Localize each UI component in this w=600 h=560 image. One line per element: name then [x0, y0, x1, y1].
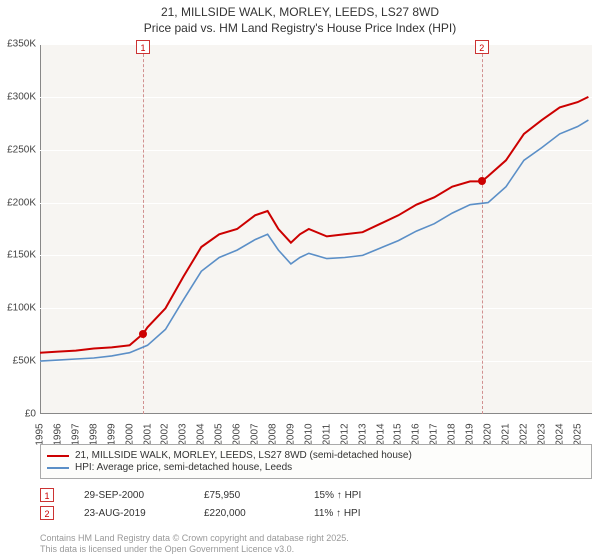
x-axis-label: 2025 [572, 423, 583, 445]
transaction-marker-box: 2 [475, 40, 489, 54]
x-axis-label: 2011 [321, 424, 332, 446]
chart-title: 21, MILLSIDE WALK, MORLEY, LEEDS, LS27 8… [0, 0, 600, 36]
transaction-marker-icon: 2 [40, 506, 54, 520]
transaction-price: £75,950 [204, 490, 284, 501]
series-lines [40, 44, 592, 414]
x-axis-label: 2003 [178, 423, 189, 445]
transaction-marker-dot [139, 330, 147, 338]
x-axis-label: 2000 [124, 423, 135, 445]
x-axis-label: 2015 [393, 423, 404, 445]
transaction-date: 29-SEP-2000 [84, 490, 174, 501]
x-axis-label: 2005 [214, 423, 225, 445]
legend-item: HPI: Average price, semi-detached house,… [47, 462, 585, 473]
y-axis-label: £250K [7, 144, 36, 155]
x-axis-label: 1996 [52, 423, 63, 445]
x-axis-label: 2002 [160, 423, 171, 445]
legend-label: HPI: Average price, semi-detached house,… [75, 462, 292, 473]
transaction-date: 23-AUG-2019 [84, 508, 174, 519]
x-axis-label: 2017 [429, 423, 440, 445]
transaction-marker-box: 1 [136, 40, 150, 54]
x-axis-label: 2012 [339, 423, 350, 445]
y-axis-label: £50K [13, 356, 36, 367]
x-axis-label: 2010 [303, 423, 314, 445]
y-axis-label: £0 [25, 409, 36, 420]
series-line-hpi [40, 120, 588, 361]
x-axis-label: 2013 [357, 423, 368, 445]
series-line-price_paid [40, 97, 588, 353]
legend-swatch [47, 455, 69, 457]
transaction-marker-dot [478, 177, 486, 185]
x-axis-label: 2023 [536, 423, 547, 445]
legend-item: 21, MILLSIDE WALK, MORLEY, LEEDS, LS27 8… [47, 450, 585, 461]
transaction-row: 1 29-SEP-2000 £75,950 15% ↑ HPI [40, 488, 361, 502]
y-axis-label: £150K [7, 250, 36, 261]
legend: 21, MILLSIDE WALK, MORLEY, LEEDS, LS27 8… [40, 444, 592, 479]
x-axis-label: 2021 [500, 423, 511, 445]
x-axis-label: 2007 [250, 423, 261, 445]
x-axis-label: 2014 [375, 423, 386, 445]
title-line1: 21, MILLSIDE WALK, MORLEY, LEEDS, LS27 8… [0, 4, 600, 20]
x-axis-label: 1997 [70, 423, 81, 445]
legend-label: 21, MILLSIDE WALK, MORLEY, LEEDS, LS27 8… [75, 450, 412, 461]
x-axis-label: 2019 [465, 423, 476, 445]
x-axis-label: 2018 [447, 423, 458, 445]
x-axis-label: 2001 [142, 423, 153, 445]
y-axis-label: £100K [7, 303, 36, 314]
attribution-line1: Contains HM Land Registry data © Crown c… [40, 533, 349, 545]
attribution: Contains HM Land Registry data © Crown c… [40, 533, 349, 556]
attribution-line2: This data is licensed under the Open Gov… [40, 544, 349, 556]
transaction-table: 1 29-SEP-2000 £75,950 15% ↑ HPI 2 23-AUG… [40, 488, 361, 524]
transaction-delta: 11% ↑ HPI [314, 508, 361, 519]
y-axis-label: £300K [7, 91, 36, 102]
transaction-delta: 15% ↑ HPI [314, 490, 361, 501]
y-axis-label: £350K [7, 39, 36, 50]
transaction-row: 2 23-AUG-2019 £220,000 11% ↑ HPI [40, 506, 361, 520]
chart-container: 21, MILLSIDE WALK, MORLEY, LEEDS, LS27 8… [0, 0, 600, 560]
x-axis-label: 2006 [232, 423, 243, 445]
x-axis-label: 2009 [285, 423, 296, 445]
x-axis-label: 1995 [35, 423, 46, 445]
chart-plot-area: 12 £0£50K£100K£150K£200K£250K£300K£350K … [40, 44, 592, 414]
transaction-price: £220,000 [204, 508, 284, 519]
x-axis-label: 1998 [88, 423, 99, 445]
x-axis-label: 2016 [411, 423, 422, 445]
legend-swatch [47, 467, 69, 469]
x-axis-label: 2008 [267, 423, 278, 445]
x-axis-label: 2004 [196, 423, 207, 445]
transaction-marker-icon: 1 [40, 488, 54, 502]
x-axis-label: 2022 [518, 423, 529, 445]
x-axis-label: 2020 [483, 423, 494, 445]
y-axis-label: £200K [7, 197, 36, 208]
title-line2: Price paid vs. HM Land Registry's House … [0, 20, 600, 36]
x-axis-label: 2024 [554, 423, 565, 445]
x-axis-label: 1999 [106, 423, 117, 445]
